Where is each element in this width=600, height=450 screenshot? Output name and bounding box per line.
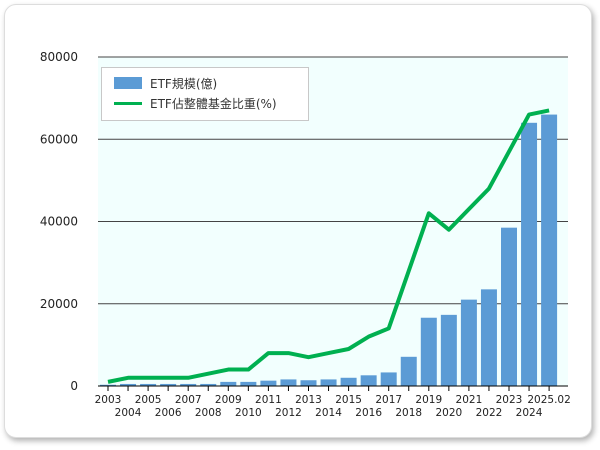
legend-label-line: ETF佔整體基金比重(%) — [150, 96, 277, 111]
x-tick-label: 2005 — [135, 394, 162, 406]
legend-item-line[interactable]: ETF佔整體基金比重(%) — [114, 93, 308, 113]
x-tick-label: 2010 — [235, 407, 262, 419]
bar — [300, 380, 317, 386]
x-tick-label: 2014 — [315, 407, 342, 419]
x-tick-label: 2020 — [435, 407, 462, 419]
y-tick-label: 80000 — [40, 50, 78, 64]
x-tick-label: 2019 — [415, 394, 442, 406]
x-tick-label: 2008 — [195, 407, 222, 419]
bar — [160, 383, 177, 386]
bar — [501, 227, 517, 386]
bar — [120, 383, 137, 386]
x-tick-label: 2024 — [516, 407, 543, 419]
bar — [140, 383, 157, 386]
bar — [100, 384, 116, 386]
bar — [480, 289, 497, 386]
legend-swatch-line — [114, 101, 142, 105]
bar — [360, 375, 377, 386]
bar — [240, 381, 257, 386]
x-tick-label: 2004 — [115, 407, 142, 419]
bar — [260, 380, 277, 386]
bar — [521, 122, 538, 387]
bar — [420, 317, 437, 386]
x-tick-label: 2025.02 — [527, 394, 570, 406]
x-tick-label: 2011 — [255, 394, 282, 406]
x-tick-label: 2021 — [456, 394, 483, 406]
x-tick-label: 2015 — [335, 394, 362, 406]
bar — [380, 372, 397, 386]
bar — [340, 377, 357, 386]
legend-item-bar[interactable]: ETF規模(億) — [114, 73, 308, 93]
bar — [400, 356, 417, 386]
x-tick-label: 2017 — [375, 394, 402, 406]
bar — [460, 299, 477, 386]
x-tick-label: 2009 — [215, 394, 242, 406]
bar — [541, 114, 558, 386]
x-tick-label: 2013 — [295, 394, 322, 406]
bar — [440, 314, 457, 386]
x-tick-label: 2016 — [355, 407, 382, 419]
y-tick-label: 0 — [70, 379, 78, 393]
legend-swatch-bar — [114, 77, 142, 89]
x-tick-label: 2012 — [275, 407, 302, 419]
y-tick-label: 20000 — [40, 297, 78, 311]
x-tick-label: 2007 — [175, 394, 202, 406]
bar — [280, 379, 297, 386]
x-tick-label: 2018 — [395, 407, 422, 419]
legend-label-bar: ETF規模(億) — [150, 76, 218, 91]
legend: ETF規模(億) ETF佔整體基金比重(%) — [101, 67, 309, 121]
y-tick-label: 60000 — [40, 132, 78, 146]
x-tick-label: 2022 — [476, 407, 503, 419]
x-tick-label: 2006 — [155, 407, 182, 419]
bar — [320, 379, 337, 386]
bar — [180, 383, 197, 386]
x-tick-label: 2003 — [95, 394, 122, 406]
bar — [220, 381, 237, 386]
y-tick-label: 40000 — [40, 215, 78, 229]
bar — [200, 383, 217, 386]
x-tick-label: 2023 — [496, 394, 523, 406]
